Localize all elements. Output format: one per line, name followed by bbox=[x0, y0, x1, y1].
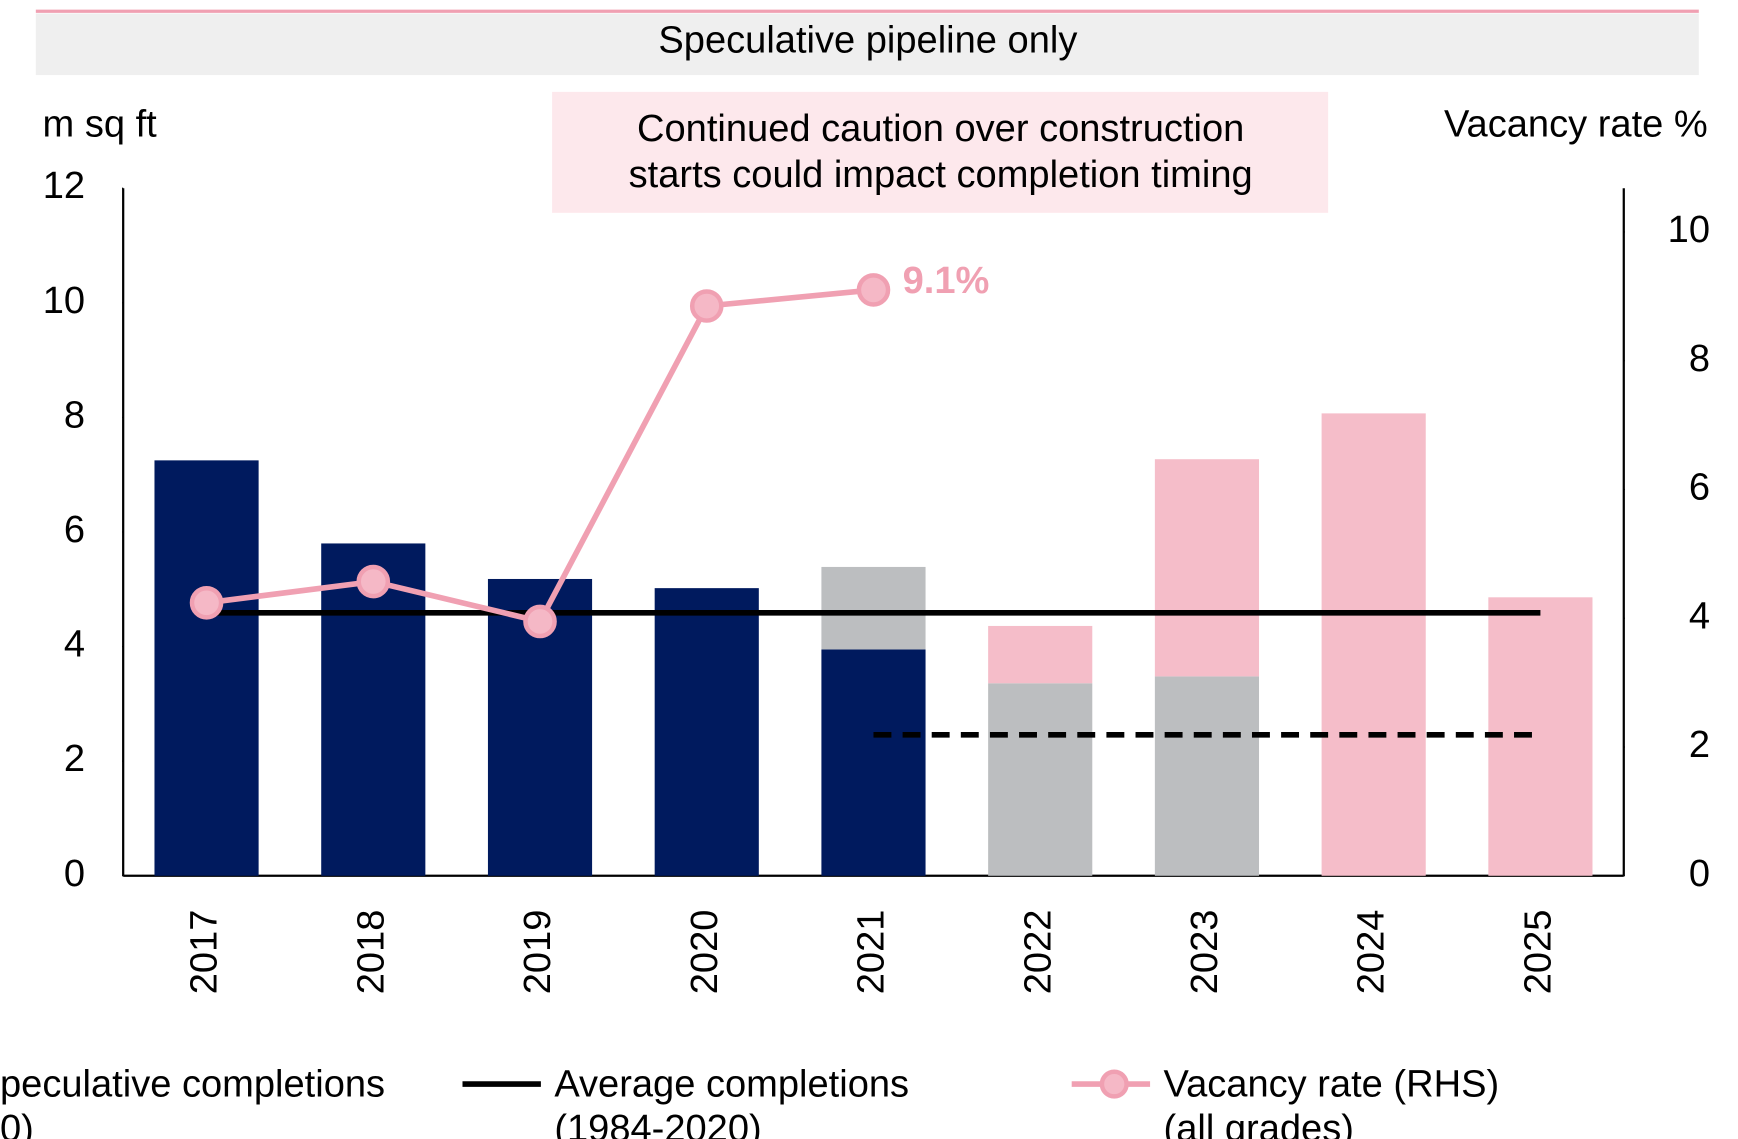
y2-tick-label: 8 bbox=[1689, 338, 1710, 380]
y2-tick-label: 10 bbox=[1668, 209, 1710, 251]
bar bbox=[154, 460, 259, 876]
bar bbox=[988, 625, 1093, 684]
y-tick-label: 10 bbox=[43, 280, 85, 322]
legend-label: Vacancy rate (RHS) bbox=[1164, 1063, 1500, 1105]
x-tick-label: 2022 bbox=[1017, 910, 1059, 995]
y-axis-label: m sq ft bbox=[43, 104, 158, 146]
annotation-box bbox=[552, 91, 1329, 213]
y2-tick-label: 4 bbox=[1689, 595, 1710, 637]
bar bbox=[1488, 597, 1593, 876]
annotation: starts could impact completion timing bbox=[629, 154, 1253, 196]
legend-label: peculative completions bbox=[0, 1063, 385, 1105]
y-tick-label: 6 bbox=[64, 509, 85, 551]
y-tick-label: 8 bbox=[64, 394, 85, 436]
marker bbox=[189, 586, 224, 620]
bar bbox=[1321, 413, 1426, 876]
y-tick-label: 2 bbox=[64, 738, 85, 780]
y2-axis-label: Vacancy rate % bbox=[1444, 104, 1708, 146]
bar bbox=[821, 566, 926, 650]
legend-marker bbox=[1099, 1069, 1129, 1099]
header-band bbox=[35, 13, 1699, 76]
y-tick-label: 4 bbox=[64, 624, 85, 666]
legend-label: Average completions bbox=[554, 1063, 909, 1105]
x-tick-label: 2019 bbox=[517, 910, 559, 995]
legend-label: (all grades) bbox=[1164, 1108, 1354, 1139]
marker bbox=[689, 289, 724, 323]
y2-tick-label: 0 bbox=[1689, 853, 1710, 895]
x-tick-label: 2024 bbox=[1351, 910, 1393, 995]
y2-tick-label: 6 bbox=[1689, 467, 1710, 509]
x-tick-label: 2018 bbox=[350, 910, 392, 995]
x-tick-label: 2025 bbox=[1517, 910, 1559, 995]
bar bbox=[1154, 459, 1260, 677]
bar bbox=[988, 683, 1093, 876]
marker bbox=[856, 273, 891, 307]
y2-tick-label: 2 bbox=[1689, 724, 1710, 766]
legend-label: 0) bbox=[0, 1108, 34, 1139]
annotation: Continued caution over construction bbox=[637, 108, 1244, 150]
bar bbox=[321, 543, 426, 876]
bar bbox=[1154, 676, 1260, 876]
x-tick-label: 2021 bbox=[851, 910, 893, 995]
bar bbox=[654, 588, 759, 876]
x-tick-label: 2023 bbox=[1184, 910, 1226, 995]
y-tick-label: 12 bbox=[43, 165, 85, 207]
marker bbox=[523, 604, 557, 639]
x-tick-label: 2017 bbox=[184, 910, 226, 995]
x-tick-label: 2020 bbox=[684, 910, 726, 995]
data-label: 9.1% bbox=[903, 260, 990, 302]
marker bbox=[356, 564, 391, 599]
legend-label: (1984-2020) bbox=[554, 1108, 761, 1139]
y-tick-label: 0 bbox=[64, 853, 85, 895]
bar bbox=[821, 649, 926, 876]
header: Speculative pipeline only bbox=[658, 20, 1077, 62]
